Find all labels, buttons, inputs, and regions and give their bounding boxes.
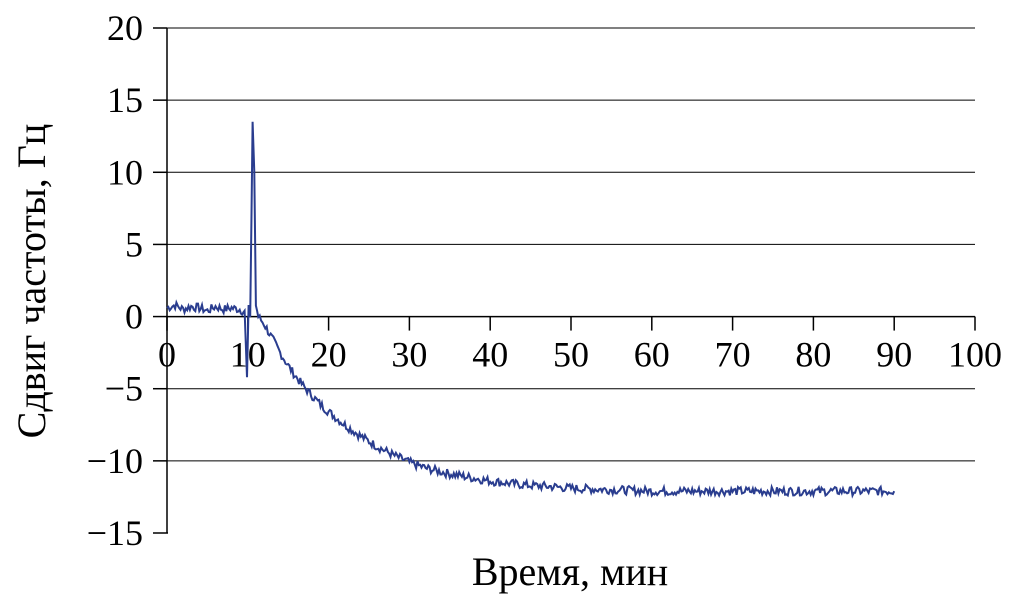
- y-tick-label: −15: [87, 513, 143, 553]
- x-tick-label: 20: [311, 335, 347, 375]
- x-tick-label: 30: [391, 335, 427, 375]
- gridlines: [167, 27, 975, 462]
- series-line: [166, 121, 896, 499]
- x-tick-label: 80: [795, 335, 831, 375]
- x-tick-label: 0: [158, 335, 176, 375]
- x-tick-label: 50: [553, 335, 589, 375]
- x-tick-label: 60: [634, 335, 670, 375]
- y-tick-label: −5: [105, 369, 143, 409]
- axes: [153, 27, 976, 534]
- y-axis-title: Сдвиг частоты, Гц: [9, 124, 54, 439]
- y-tick-label: 15: [107, 80, 143, 120]
- x-tick-label: 90: [876, 335, 912, 375]
- x-axis-title: Время, мин: [472, 549, 668, 594]
- y-tick-label: 10: [107, 152, 143, 192]
- y-tick-label: 20: [107, 8, 143, 48]
- x-tick-label: 40: [472, 335, 508, 375]
- y-tick-label: −10: [87, 441, 143, 481]
- x-tick-label: 70: [715, 335, 751, 375]
- y-tick-label: 5: [125, 224, 143, 264]
- x-tick-labels: 0 10 20 30 40 50 60 70 80 90 100: [158, 335, 1002, 375]
- x-tick-label: 100: [948, 335, 1002, 375]
- y-tick-labels: 20 15 10 5 0 −5 −10 −15: [87, 8, 143, 553]
- y-tick-label: 0: [125, 297, 143, 337]
- series-group: [166, 121, 896, 499]
